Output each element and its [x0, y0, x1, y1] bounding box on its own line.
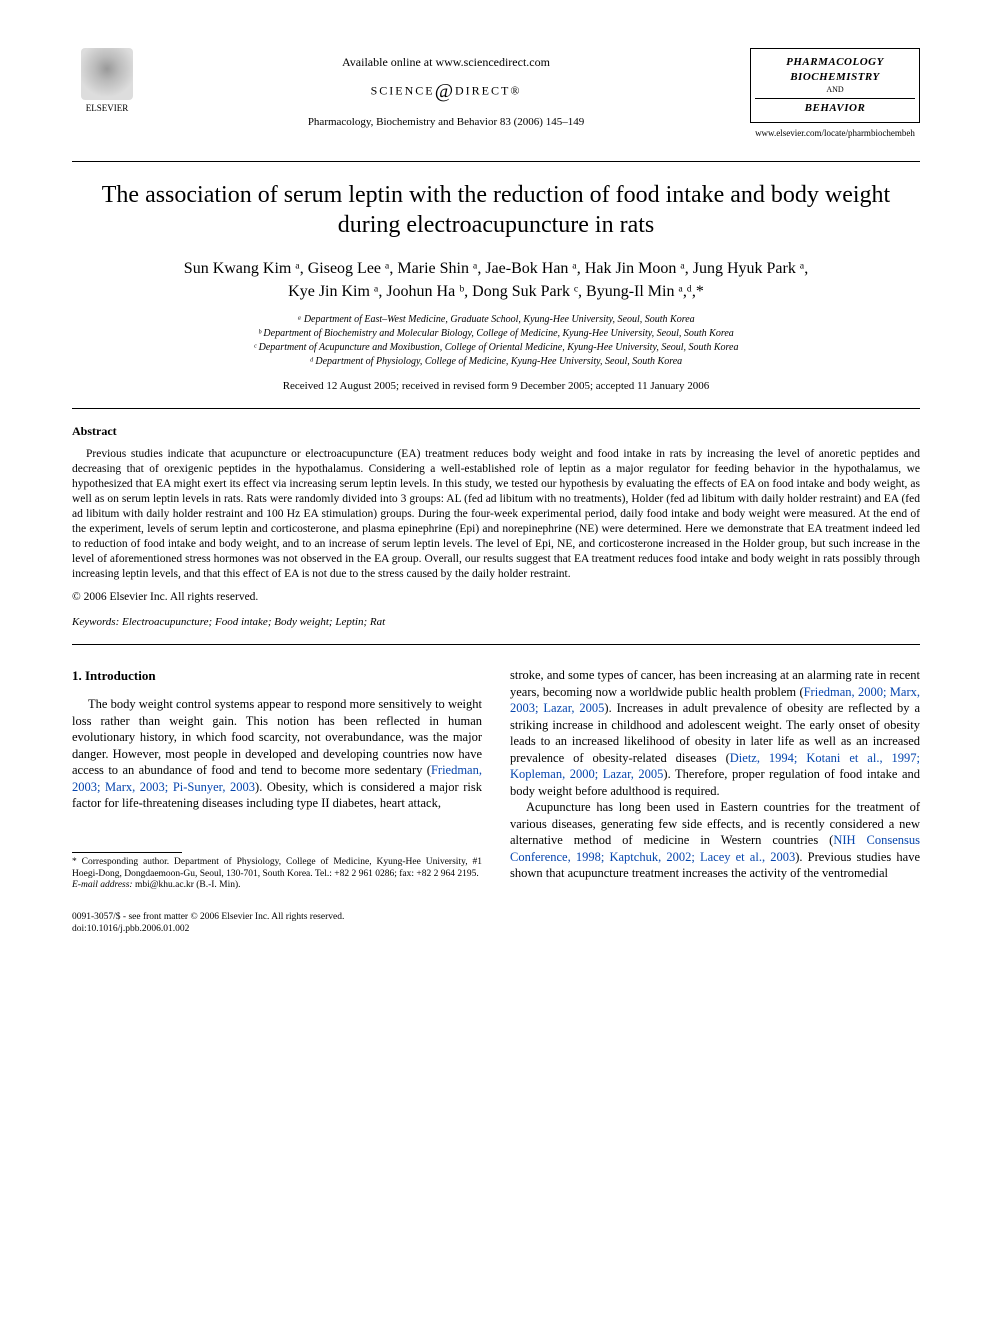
publisher-name: ELSEVIER — [72, 102, 142, 114]
email-footnote: E-mail address: mbi@khu.ac.kr (B.-I. Min… — [72, 880, 482, 892]
article-title: The association of serum leptin with the… — [72, 180, 920, 240]
footnote-rule — [72, 852, 182, 853]
keywords-label: Keywords: — [72, 616, 119, 628]
body-columns: 1. Introduction The body weight control … — [72, 667, 920, 892]
journal-name-line2: BIOCHEMISTRY — [755, 70, 915, 85]
sciencedirect-logo: SCIENCE@DIRECT® — [142, 78, 750, 105]
footer-copyright: 0091-3057/$ - see front matter © 2006 El… — [72, 912, 920, 924]
journal-name-and: AND — [755, 85, 915, 96]
publisher-logo: ELSEVIER — [72, 48, 142, 114]
intro-para-2: Acupuncture has long been used in Easter… — [510, 799, 920, 882]
abstract-text: Previous studies indicate that acupunctu… — [72, 447, 920, 581]
article-dates: Received 12 August 2005; received in rev… — [72, 379, 920, 394]
affiliations-block: ᵃ Department of East–West Medicine, Grad… — [72, 313, 920, 369]
copyright-line: © 2006 Elsevier Inc. All rights reserved… — [72, 590, 920, 606]
journal-name-line1: PHARMACOLOGY — [755, 55, 915, 70]
available-online-text: Available online at www.sciencedirect.co… — [142, 54, 750, 70]
email-label: E-mail address: — [72, 880, 133, 890]
elsevier-tree-icon — [81, 48, 133, 100]
email-address: mbi@khu.ac.kr (B.-I. Min). — [133, 880, 241, 890]
affiliation-a: ᵃ Department of East–West Medicine, Grad… — [72, 313, 920, 327]
journal-citation: Pharmacology, Biochemistry and Behavior … — [142, 115, 750, 130]
affiliation-c: ᶜ Department of Acupuncture and Moxibust… — [72, 341, 920, 355]
corresponding-author-footnote: * Corresponding author. Department of Ph… — [72, 857, 482, 881]
affiliation-b: ᵇ Department of Biochemistry and Molecul… — [72, 327, 920, 341]
section-1-heading: 1. Introduction — [72, 667, 482, 684]
journal-name-line3: BEHAVIOR — [755, 98, 915, 116]
authors-block: Sun Kwang Kim ᵃ, Giseog Lee ᵃ, Marie Shi… — [72, 258, 920, 303]
footer-doi: doi:10.1016/j.pbb.2006.01.002 — [72, 924, 920, 936]
rule-after-keywords — [72, 644, 920, 645]
journal-title-box: PHARMACOLOGY BIOCHEMISTRY AND BEHAVIOR w… — [750, 48, 920, 139]
affiliation-d: ᵈ Department of Physiology, College of M… — [72, 355, 920, 369]
rule-after-dates — [72, 408, 920, 409]
abstract-heading: Abstract — [72, 423, 920, 439]
keywords-line: Keywords: Electroacupuncture; Food intak… — [72, 615, 920, 630]
at-icon: @ — [435, 80, 455, 102]
journal-header: ELSEVIER Available online at www.science… — [72, 48, 920, 139]
column-left: 1. Introduction The body weight control … — [72, 667, 482, 892]
column-right: stroke, and some types of cancer, has be… — [510, 667, 920, 892]
intro-para-1-cont: stroke, and some types of cancer, has be… — [510, 667, 920, 799]
intro-para-1: The body weight control systems appear t… — [72, 696, 482, 812]
authors-line1: Sun Kwang Kim ᵃ, Giseog Lee ᵃ, Marie Shi… — [72, 258, 920, 280]
authors-line2: Kye Jin Kim ᵃ, Joohun Ha ᵇ, Dong Suk Par… — [72, 281, 920, 303]
rule-top — [72, 161, 920, 162]
header-center: Available online at www.sciencedirect.co… — [142, 48, 750, 130]
keywords-text: Electroacupuncture; Food intake; Body we… — [119, 616, 385, 628]
journal-url: www.elsevier.com/locate/pharmbiochembeh — [750, 127, 920, 139]
page-footer: 0091-3057/$ - see front matter © 2006 El… — [72, 912, 920, 936]
